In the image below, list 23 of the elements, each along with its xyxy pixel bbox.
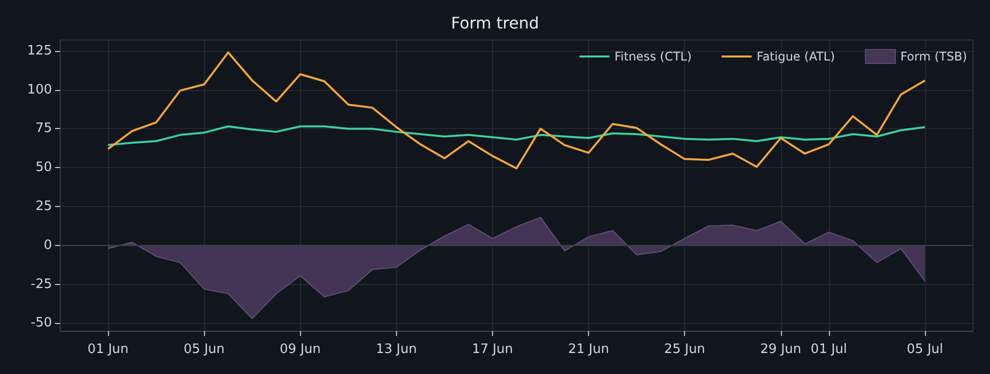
x-tick-label: 29 Jun [760,342,802,357]
legend-label: Form (TSB) [900,50,968,64]
x-tick-label: 05 Jun [184,342,225,357]
y-tick-label: -25 [30,276,52,292]
y-tick-label: 50 [35,160,52,176]
line-series [107,125,926,146]
legend-label: Fatigue (ATL) [756,50,835,64]
x-tick-label: 21 Jun [568,342,610,357]
chart-title: Form trend [450,14,540,32]
x-tick-label: 01 Jun [88,342,129,357]
y-tick-label: 25 [35,199,52,214]
y-tick-label: 100 [27,82,52,98]
x-tick-label: 05 Jul [906,342,944,357]
y-tick-label: -50 [30,316,52,331]
x-tick-label: 09 Jun [280,342,321,357]
x-tick-label: 25 Jun [664,342,706,357]
x-tick-label: 17 Jun [472,342,513,357]
x-tick-label: 01 Jul [810,342,848,357]
y-tick-label: 125 [27,43,52,58]
y-tick-label: 0 [44,238,52,253]
x-tick-label: 13 Jun [376,342,417,357]
y-tick-label: 75 [35,121,52,136]
legend-label: Fitness (CTL) [614,50,692,64]
